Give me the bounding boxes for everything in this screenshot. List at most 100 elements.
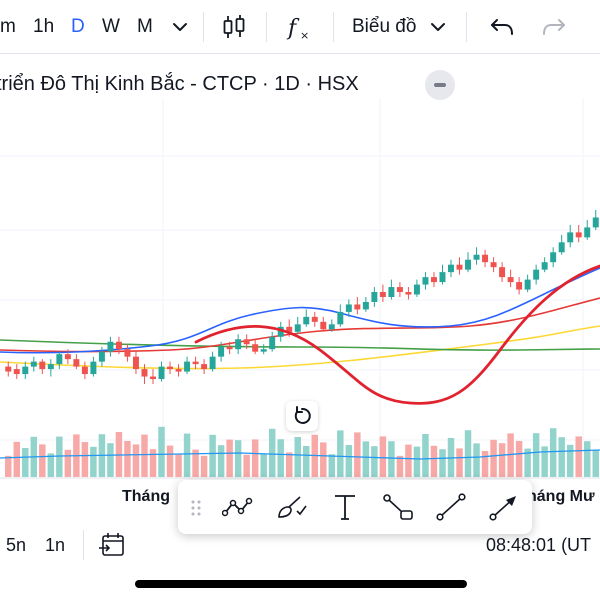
moving-averages: [0, 267, 600, 370]
candle-body: [584, 227, 591, 238]
candle-body: [328, 324, 335, 330]
ruler-tool-icon[interactable]: [381, 491, 415, 523]
volume-bar: [507, 433, 514, 477]
volume-bar: [285, 452, 293, 477]
candle-body: [448, 264, 454, 273]
candle-body: [269, 336, 276, 350]
pattern-tool-icon[interactable]: [222, 491, 256, 523]
candle-body: [98, 351, 105, 362]
candle-body: [201, 364, 208, 370]
volume-bar: [320, 442, 327, 477]
volume-bar: [362, 441, 370, 477]
symbol-title[interactable]: triển Đô Thị Kinh Bắc - CTCP · 1D · HSX: [0, 73, 359, 95]
volume-bar: [234, 440, 242, 477]
volume-bar: [439, 449, 446, 477]
candle-body: [124, 349, 131, 357]
collapse-legend-button[interactable]: [425, 70, 455, 100]
chevron-down-icon[interactable]: [421, 10, 455, 44]
candle-body: [345, 304, 352, 312]
candle-body: [541, 262, 548, 270]
candle-body: [252, 344, 259, 352]
candle-body: [482, 254, 489, 263]
candle-body: [311, 316, 318, 322]
interval-1h[interactable]: 1h: [33, 16, 55, 37]
candle-body: [592, 217, 599, 228]
volume-bar: [379, 436, 387, 477]
volume-bar: [592, 450, 599, 477]
volume-bar: [243, 454, 250, 477]
go-to-date-icon[interactable]: [98, 530, 128, 560]
chart-type-dropdown[interactable]: Biểu đồ: [352, 16, 417, 37]
volume-bars: [5, 426, 599, 477]
candle-body: [413, 284, 420, 295]
volume-ma-line: [0, 449, 600, 460]
candlestick-icon[interactable]: [217, 10, 251, 44]
volume-bar: [473, 443, 480, 477]
volume-bar: [464, 430, 472, 477]
volume-bar: [371, 446, 378, 477]
candle-body: [30, 361, 37, 367]
candle-body: [294, 324, 301, 332]
volume-bar: [90, 446, 97, 477]
volume-bar: [158, 426, 165, 477]
drawing-curve[interactable]: [194, 264, 600, 405]
volume-bar: [413, 446, 421, 477]
volume-bar: [260, 454, 267, 477]
candle-body: [567, 232, 574, 243]
volume-bar: [456, 448, 463, 477]
candle-body: [226, 346, 233, 350]
range-5y[interactable]: 5n: [6, 535, 27, 555]
candle-body: [354, 304, 361, 310]
volume-bar: [217, 445, 225, 477]
interval-day[interactable]: D: [71, 16, 85, 37]
candle-body: [558, 242, 565, 253]
candle-body: [516, 282, 523, 290]
candle-body: [235, 339, 242, 350]
interval-month[interactable]: M: [137, 16, 153, 37]
candle-body: [379, 292, 386, 297]
candle-body: [56, 354, 63, 365]
volume-bar: [200, 455, 208, 477]
candle-body: [405, 292, 412, 295]
chevron-down-icon[interactable]: [163, 10, 197, 44]
volume-bar: [56, 436, 63, 477]
volume-bar: [337, 430, 344, 477]
toolbar-divider: [333, 12, 334, 42]
interval-week[interactable]: W: [102, 16, 120, 37]
candle-body: [337, 311, 344, 325]
volume-bar: [354, 432, 361, 477]
candle-body: [218, 346, 225, 357]
volume-bar: [22, 448, 29, 477]
grid-lines: [0, 98, 600, 480]
indicators-fx-icon[interactable]: f ×: [283, 10, 317, 44]
volume-bar: [303, 446, 310, 477]
volume-bar: [5, 455, 12, 477]
candle-body: [90, 361, 97, 375]
undo-icon[interactable]: [485, 10, 519, 44]
svg-text:f: f: [286, 16, 300, 41]
toolbar-divider: [203, 12, 204, 42]
volume-bar: [175, 454, 182, 477]
volume-bar: [268, 428, 276, 477]
interval-minutes[interactable]: m: [0, 16, 16, 37]
rotate-icon: [294, 406, 311, 424]
candle-body: [533, 269, 540, 280]
candle-body: [465, 259, 472, 270]
arrow-tool-icon[interactable]: [487, 491, 521, 523]
candle-body: [64, 354, 71, 360]
candle-body: [524, 279, 531, 290]
reset-chart-button[interactable]: [286, 401, 318, 431]
trend-line-tool-icon[interactable]: [434, 491, 468, 523]
text-tool-icon[interactable]: [328, 491, 362, 523]
drag-handle-icon[interactable]: [186, 491, 206, 523]
brush-tool-icon[interactable]: [275, 491, 309, 523]
volume-bar: [13, 441, 21, 477]
range-1y[interactable]: 1n: [45, 535, 66, 555]
bottom-bar: 5n 1n: [0, 530, 600, 560]
clock-timezone[interactable]: 08:48:01 (UT: [486, 535, 592, 555]
redo-icon[interactable]: [537, 10, 571, 44]
candle-body: [396, 287, 403, 293]
toolbar-divider: [466, 12, 467, 42]
ma-green-line: [0, 339, 600, 351]
